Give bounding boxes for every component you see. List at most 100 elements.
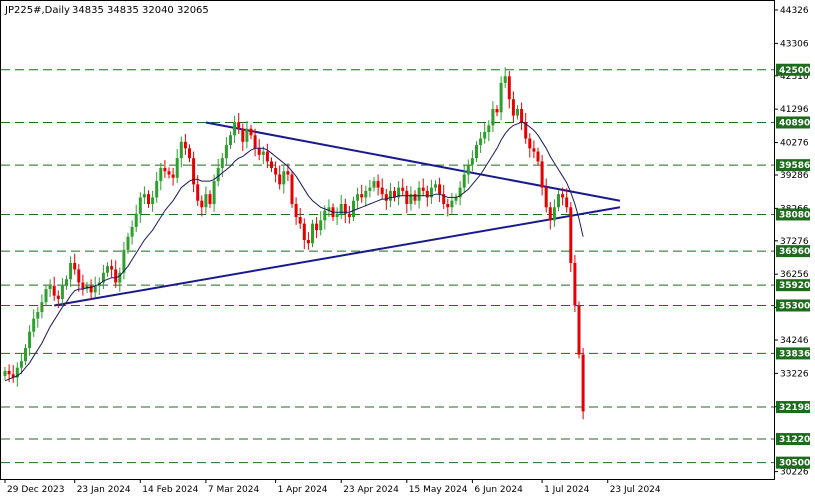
level-label: 35920 — [779, 281, 810, 291]
level-label: 40890 — [779, 118, 810, 128]
candle-body — [372, 181, 376, 188]
price-levels — [1, 69, 774, 464]
level-label-box — [776, 63, 810, 76]
candle-body — [216, 167, 220, 182]
candle-body — [253, 135, 257, 149]
level-label: 39586 — [779, 161, 810, 171]
candle-body — [171, 174, 175, 178]
level-label-box — [776, 116, 810, 129]
candle-body — [528, 138, 532, 149]
candles — [3, 67, 585, 420]
price-tick-label: 40276 — [780, 139, 809, 149]
candle-body — [565, 197, 569, 208]
candle-body — [241, 128, 245, 142]
level-label-box — [776, 279, 810, 292]
candle-body — [302, 223, 306, 240]
candle-body — [524, 122, 528, 139]
candle-body — [110, 266, 114, 270]
candle-body — [294, 203, 298, 218]
level-label: 42500 — [779, 66, 810, 76]
candle-body — [183, 141, 187, 149]
candle-body — [516, 109, 519, 116]
candle-body — [569, 207, 573, 263]
candle-body — [48, 285, 52, 290]
candle-body — [163, 167, 167, 172]
candle-body — [56, 295, 60, 299]
candle-body — [532, 148, 536, 152]
candle-body — [257, 148, 261, 155]
candle-body — [155, 181, 159, 198]
candle-body — [200, 200, 204, 208]
candle-body — [421, 187, 425, 191]
candle-body — [454, 197, 458, 201]
price-tick-label: 33226 — [780, 369, 809, 379]
candle-body — [114, 269, 118, 283]
candle-body — [409, 194, 413, 204]
candle-body — [319, 220, 323, 231]
level-labels: 42500 40890 39586 38080 36960 35920 35300 33836… — [776, 63, 810, 469]
time-tick-label: 1 Apr 2024 — [278, 485, 328, 495]
trendlines — [54, 121, 621, 307]
candle-body — [233, 122, 237, 136]
candle-body — [298, 217, 302, 224]
candle-body — [65, 279, 68, 286]
candle-body — [40, 302, 44, 313]
candle-body — [364, 190, 368, 198]
candle-body — [290, 174, 294, 204]
candle-body — [265, 151, 269, 162]
level-label-box — [776, 208, 810, 221]
candle-body — [376, 181, 380, 188]
candle-body — [81, 282, 85, 290]
candle-body — [286, 171, 290, 175]
candle-body — [11, 374, 15, 378]
candle-body — [106, 266, 109, 273]
time-tick-label: 15 May 2024 — [409, 485, 468, 495]
time-tick-label: 7 Mar 2024 — [208, 485, 260, 495]
candle-body — [147, 194, 150, 204]
candle-body — [19, 361, 23, 368]
candle-body — [118, 272, 122, 283]
price-tick-label: 39286 — [780, 171, 809, 181]
candle-body — [159, 167, 163, 182]
trendline — [54, 206, 621, 307]
candle-body — [278, 174, 282, 185]
time-tick-label: 23 Jan 2024 — [77, 485, 131, 495]
candle-body — [581, 354, 585, 412]
level-label: 33836 — [779, 349, 810, 359]
candle-body — [380, 187, 384, 195]
candle-body — [503, 76, 507, 83]
candle-body — [417, 187, 421, 201]
candle-body — [196, 184, 200, 201]
level-label-box — [776, 159, 810, 172]
candle-body — [352, 200, 355, 218]
candle-body — [413, 194, 417, 201]
candle-body — [134, 213, 138, 227]
candle-body — [93, 285, 97, 293]
chart-header-ohlc: 34835 34835 32040 32065 — [72, 5, 209, 16]
candle-body — [24, 348, 27, 362]
level-label: 30500 — [779, 459, 810, 469]
candle-body — [323, 210, 327, 221]
price-tick-label: 41296 — [780, 105, 809, 115]
candle-body — [274, 167, 278, 175]
price-tick-label: 36256 — [780, 270, 809, 280]
candle-body — [73, 262, 77, 270]
candle-body — [122, 249, 126, 273]
level-label-box — [776, 347, 810, 360]
candle-body — [315, 223, 319, 231]
candle-body — [101, 272, 105, 283]
plot-frame — [0, 0, 775, 480]
candle-body — [397, 187, 401, 198]
candle-body — [60, 285, 64, 299]
level-label: 32198 — [779, 403, 810, 413]
candle-body — [487, 125, 491, 132]
candle-body — [557, 194, 560, 208]
candle-body — [429, 187, 433, 198]
time-tick-label: 14 Feb 2024 — [142, 485, 198, 495]
candle-body — [32, 318, 36, 332]
candle-body — [36, 312, 40, 319]
candle-body — [470, 158, 474, 165]
candle-body — [475, 145, 478, 159]
candle-body — [15, 367, 19, 378]
candle-body — [44, 289, 48, 303]
